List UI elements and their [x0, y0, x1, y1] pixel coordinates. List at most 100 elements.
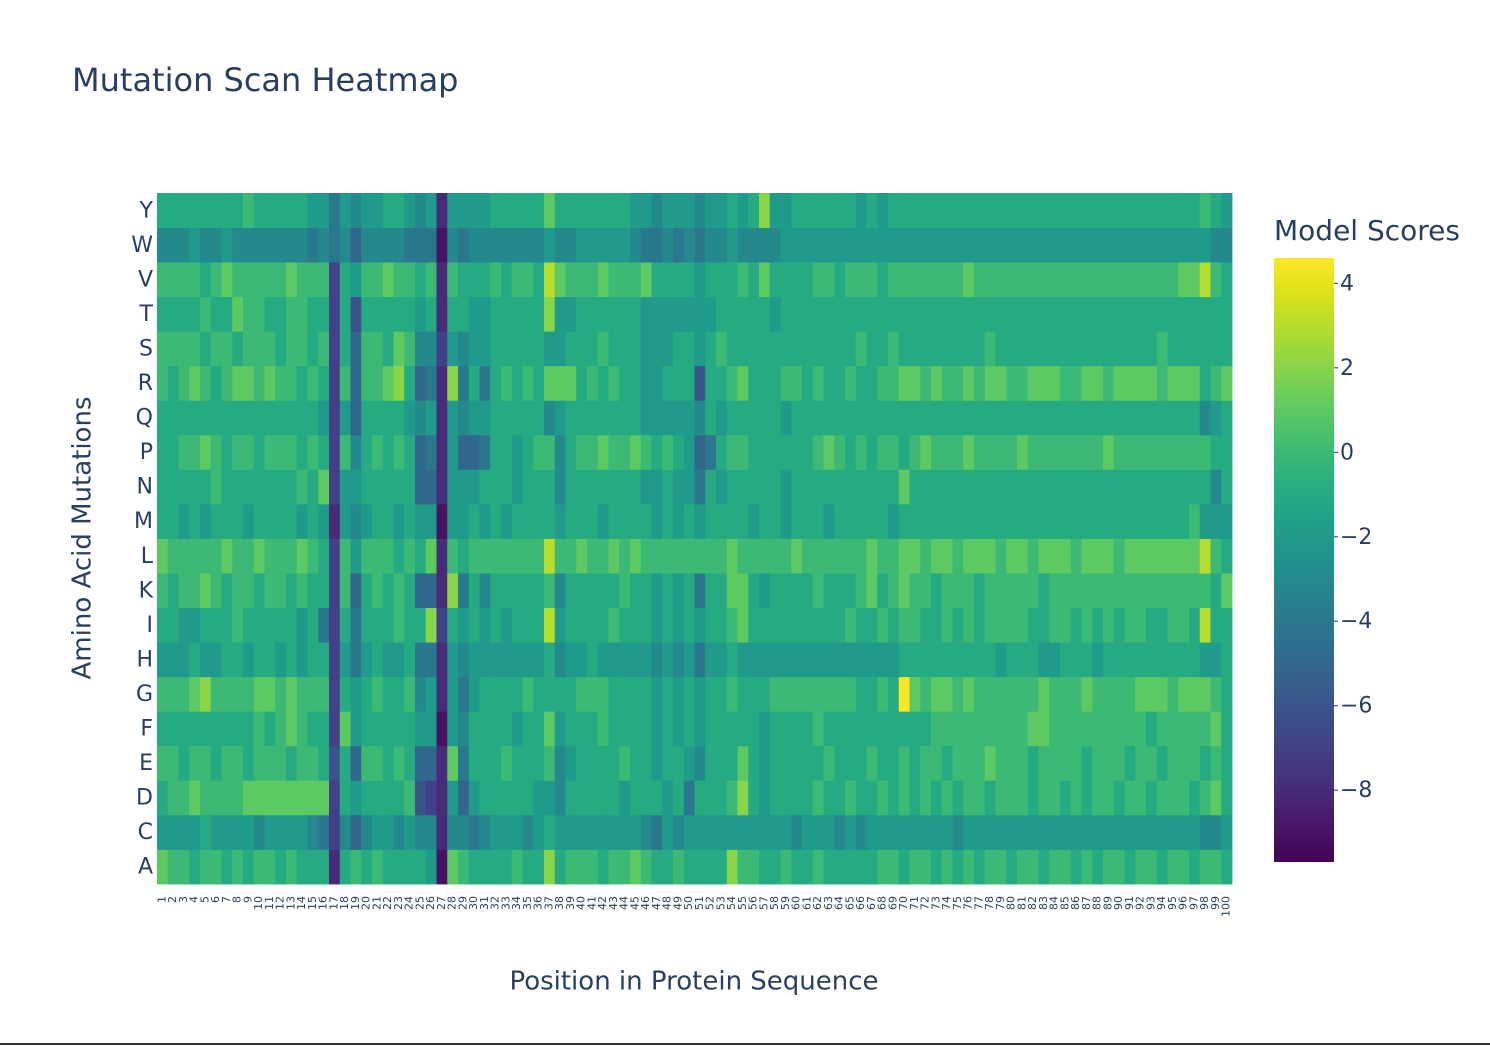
x-tick-label: 53 [714, 896, 727, 910]
heatmap-cell [1049, 469, 1061, 505]
heatmap-cell [630, 469, 642, 505]
heatmap-cell [350, 573, 362, 608]
heatmap-cell [468, 262, 480, 298]
heatmap-cell [253, 503, 265, 539]
heatmap-cell [1060, 227, 1072, 263]
heatmap-cell [952, 745, 964, 781]
heatmap-cell [565, 434, 577, 470]
heatmap-cell [490, 434, 502, 470]
heatmap-cell [845, 573, 857, 608]
heatmap-cell [694, 434, 706, 470]
heatmap-cell [1006, 400, 1018, 436]
heatmap-cell [511, 745, 523, 781]
heatmap-cell [1017, 434, 1029, 470]
heatmap-cell [533, 642, 545, 678]
heatmap-cell [780, 676, 792, 712]
heatmap-cell [1199, 780, 1211, 816]
heatmap-cell [630, 538, 642, 574]
heatmap-cell [1081, 331, 1093, 367]
heatmap-cell [157, 193, 169, 228]
heatmap-cell [791, 780, 803, 816]
heatmap-cell [1178, 400, 1190, 436]
heatmap-cell [812, 642, 824, 678]
heatmap-cell [845, 262, 857, 298]
heatmap-cell [286, 365, 298, 401]
heatmap-cell [920, 227, 932, 263]
heatmap-cell [1135, 296, 1147, 332]
heatmap-cell [694, 262, 706, 298]
heatmap-cell [877, 573, 889, 608]
heatmap-cell [769, 193, 781, 228]
heatmap-cell [350, 469, 362, 505]
heatmap-cell [576, 227, 588, 263]
heatmap-cell [554, 538, 566, 574]
heatmap-cell [318, 227, 330, 263]
heatmap-cell [683, 469, 695, 505]
heatmap-cell [253, 538, 265, 574]
heatmap-cell [845, 296, 857, 332]
heatmap-cell [931, 745, 943, 781]
heatmap-cell [1199, 745, 1211, 781]
heatmap-cell [662, 400, 674, 436]
heatmap-cell [275, 262, 287, 298]
heatmap-cell [232, 503, 244, 539]
heatmap-cell [941, 503, 953, 539]
heatmap-cell [479, 642, 491, 678]
heatmap-cell [178, 642, 190, 678]
heatmap-cell [554, 296, 566, 332]
heatmap-cell [490, 262, 502, 298]
heatmap-cell [436, 676, 448, 712]
heatmap-cell [1146, 538, 1158, 574]
heatmap-cell [1178, 331, 1190, 367]
heatmap-cell [576, 780, 588, 816]
heatmap-cell [866, 814, 878, 850]
heatmap-cell [318, 365, 330, 401]
heatmap-cell [479, 503, 491, 539]
heatmap-cell [1070, 331, 1082, 367]
heatmap-cell [522, 573, 534, 608]
heatmap-cell [802, 400, 814, 436]
heatmap-cell [780, 780, 792, 816]
heatmap-cell [812, 296, 824, 332]
x-tick-label: 31 [478, 896, 491, 910]
heatmap-cell [382, 365, 394, 401]
heatmap-cell [662, 711, 674, 747]
heatmap-cell [501, 469, 513, 505]
heatmap-cell [243, 434, 255, 470]
heatmap-cell [705, 400, 717, 436]
heatmap-cell [1124, 711, 1136, 747]
heatmap-cell [425, 676, 437, 712]
heatmap-cell [1156, 434, 1168, 470]
x-tick-label: 21 [370, 896, 383, 910]
heatmap-cell [866, 469, 878, 505]
heatmap-cell [318, 780, 330, 816]
heatmap-cell [372, 780, 384, 816]
heatmap-cell [1178, 193, 1190, 228]
heatmap-cell [436, 503, 448, 539]
heatmap-cell [436, 400, 448, 436]
heatmap-cell [1199, 607, 1211, 643]
heatmap-cell [382, 227, 394, 263]
heatmap-cell [630, 607, 642, 643]
heatmap-cell [511, 331, 523, 367]
heatmap-cell [1027, 227, 1039, 263]
heatmap-cell [597, 745, 609, 781]
heatmap-cell [447, 434, 459, 470]
heatmap-cell [952, 711, 964, 747]
heatmap-cell [1027, 365, 1039, 401]
heatmap-cell [232, 469, 244, 505]
heatmap-cell [372, 849, 384, 885]
heatmap-cell [167, 434, 179, 470]
heatmap-cell [318, 642, 330, 678]
heatmap-cell [296, 331, 308, 367]
heatmap-cell [1092, 814, 1104, 850]
heatmap-cell [587, 193, 599, 228]
heatmap-cell [264, 573, 276, 608]
heatmap-cell [984, 296, 996, 332]
y-tick-label: R [138, 371, 153, 396]
heatmap-cell [1146, 434, 1158, 470]
heatmap-cell [662, 262, 674, 298]
heatmap-cell [339, 814, 351, 850]
heatmap-cell [855, 573, 867, 608]
heatmap-cell [1124, 503, 1136, 539]
